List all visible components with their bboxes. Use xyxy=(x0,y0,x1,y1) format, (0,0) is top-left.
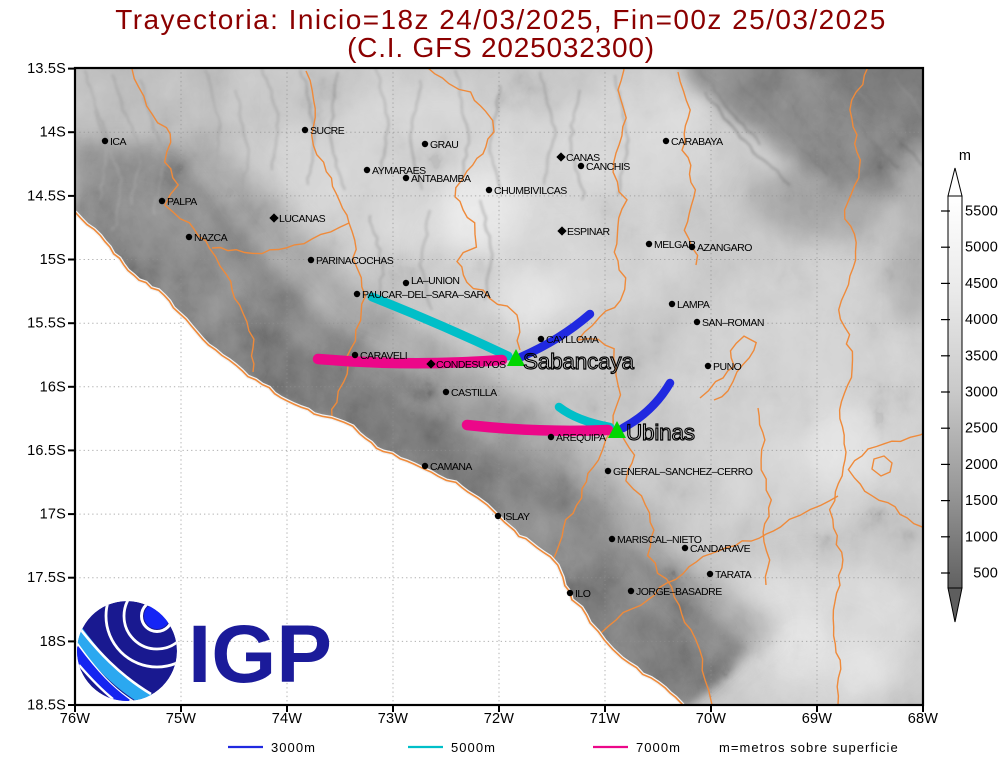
svg-text:AZANGARO: AZANGARO xyxy=(697,242,752,254)
svg-text:CANAS: CANAS xyxy=(566,152,600,164)
svg-text:SUCRE: SUCRE xyxy=(310,125,345,137)
svg-text:69W: 69W xyxy=(802,711,833,727)
svg-text:3000m: 3000m xyxy=(271,740,316,755)
svg-text:7000m: 7000m xyxy=(636,740,681,755)
svg-text:73W: 73W xyxy=(378,711,409,727)
svg-text:18S: 18S xyxy=(40,634,66,650)
svg-text:5000m: 5000m xyxy=(451,740,496,755)
svg-text:Trayectoria: Inicio=18z 24/03/: Trayectoria: Inicio=18z 24/03/2025, Fin=… xyxy=(115,4,887,35)
svg-text:16.5S: 16.5S xyxy=(27,443,66,459)
svg-text:CAMANA: CAMANA xyxy=(430,461,472,473)
svg-text:2000: 2000 xyxy=(965,457,998,473)
svg-text:Ubinas: Ubinas xyxy=(626,420,695,445)
svg-text:5500: 5500 xyxy=(965,204,998,220)
svg-text:ISLAY: ISLAY xyxy=(503,511,530,523)
svg-text:TARATA: TARATA xyxy=(715,569,752,581)
svg-text:Sabancaya: Sabancaya xyxy=(523,349,634,374)
svg-text:17S: 17S xyxy=(40,507,66,523)
svg-text:IGP: IGP xyxy=(188,609,332,700)
svg-text:PAUCAR–DEL–SARA–SARA: PAUCAR–DEL–SARA–SARA xyxy=(362,289,491,301)
svg-text:AREQUIPA: AREQUIPA xyxy=(556,432,606,444)
svg-text:16S: 16S xyxy=(40,379,66,395)
svg-text:500: 500 xyxy=(973,566,998,582)
svg-text:14.5S: 14.5S xyxy=(27,188,66,204)
svg-text:PUNO: PUNO xyxy=(713,361,742,373)
svg-text:CHUMBIVILCAS: CHUMBIVILCAS xyxy=(494,185,567,197)
svg-text:m=metros sobre superficie: m=metros sobre superficie xyxy=(719,740,899,755)
svg-text:CONDESUYOS: CONDESUYOS xyxy=(436,359,506,371)
svg-text:1000: 1000 xyxy=(965,529,998,545)
svg-text:18.5S: 18.5S xyxy=(27,698,66,714)
svg-text:CANDARAVE: CANDARAVE xyxy=(690,543,751,555)
svg-text:CARAVELI: CARAVELI xyxy=(360,350,407,362)
svg-text:71W: 71W xyxy=(590,711,621,727)
svg-text:17.5S: 17.5S xyxy=(27,570,66,586)
svg-text:SAN–ROMAN: SAN–ROMAN xyxy=(702,317,764,329)
svg-text:MARISCAL–NIETO: MARISCAL–NIETO xyxy=(617,534,702,546)
svg-text:AYMARAES: AYMARAES xyxy=(372,165,426,177)
svg-text:CASTILLA: CASTILLA xyxy=(451,387,497,399)
svg-text:1500: 1500 xyxy=(965,493,998,509)
svg-text:75W: 75W xyxy=(166,711,197,727)
svg-text:ANTABAMBA: ANTABAMBA xyxy=(411,173,471,185)
svg-text:4000: 4000 xyxy=(965,312,998,328)
svg-text:LAMPA: LAMPA xyxy=(677,299,710,311)
svg-text:CANCHIS: CANCHIS xyxy=(586,161,630,173)
svg-text:CAYLLOMA: CAYLLOMA xyxy=(546,334,599,346)
svg-text:3000: 3000 xyxy=(965,385,998,401)
svg-text:ILO: ILO xyxy=(575,588,591,600)
svg-text:GRAU: GRAU xyxy=(430,139,458,151)
svg-text:LUCANAS: LUCANAS xyxy=(279,213,326,225)
svg-text:4500: 4500 xyxy=(965,276,998,292)
svg-text:ESPINAR: ESPINAR xyxy=(567,226,611,238)
svg-text:(C.I. GFS 2025032300): (C.I. GFS 2025032300) xyxy=(347,32,655,63)
svg-text:GENERAL–SANCHEZ–CERRO: GENERAL–SANCHEZ–CERRO xyxy=(613,466,753,478)
svg-text:PARINACOCHAS: PARINACOCHAS xyxy=(316,255,394,267)
svg-text:2500: 2500 xyxy=(965,421,998,437)
svg-text:13.5S: 13.5S xyxy=(27,61,66,77)
svg-text:14S: 14S xyxy=(40,125,66,141)
svg-text:15S: 15S xyxy=(40,252,66,268)
svg-text:NAZCA: NAZCA xyxy=(194,232,228,244)
svg-text:PALPA: PALPA xyxy=(167,196,197,208)
svg-text:70W: 70W xyxy=(696,711,727,727)
svg-text:15.5S: 15.5S xyxy=(27,316,66,332)
svg-text:MELGAR: MELGAR xyxy=(654,239,696,251)
svg-text:JORGE–BASADRE: JORGE–BASADRE xyxy=(636,586,722,598)
svg-text:LA–UNION: LA–UNION xyxy=(411,275,460,287)
svg-text:68W: 68W xyxy=(908,711,939,727)
svg-text:5000: 5000 xyxy=(965,240,998,256)
svg-text:ICA: ICA xyxy=(110,136,127,148)
svg-text:74W: 74W xyxy=(272,711,303,727)
svg-text:3500: 3500 xyxy=(965,348,998,364)
svg-text:m: m xyxy=(959,148,971,164)
svg-text:76W: 76W xyxy=(60,711,91,727)
svg-text:CARABAYA: CARABAYA xyxy=(671,136,723,148)
svg-text:72W: 72W xyxy=(484,711,515,727)
